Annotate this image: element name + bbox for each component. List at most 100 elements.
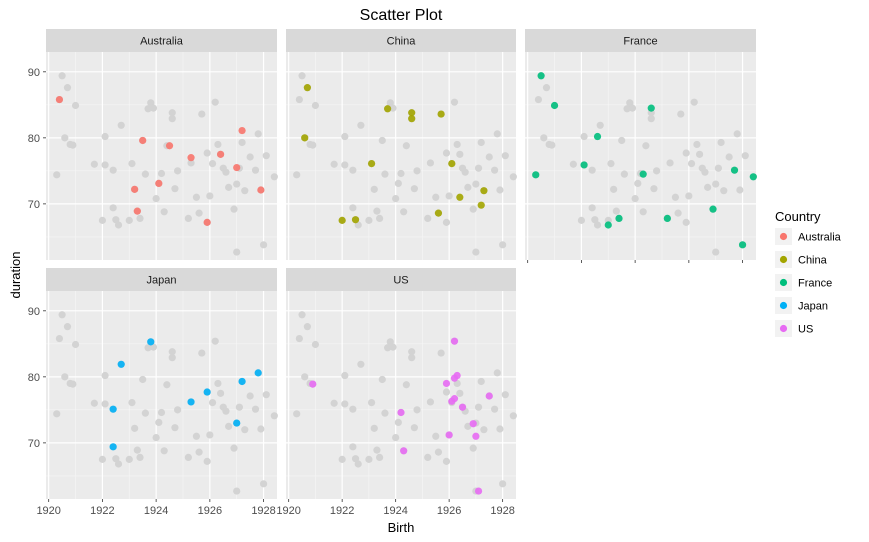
background-point — [677, 110, 685, 118]
data-point-china — [437, 110, 445, 118]
background-point — [98, 455, 107, 463]
legend-swatch — [779, 324, 788, 333]
data-point-australia — [257, 186, 265, 194]
data-point-france — [604, 221, 612, 229]
facet-panel-us: US 1920 1922 1924 1926 1928 — [276, 268, 517, 517]
data-point-france — [580, 161, 588, 169]
background-point — [230, 205, 238, 213]
background-point — [593, 221, 602, 229]
data-point-australia — [139, 136, 147, 145]
panel-background — [46, 52, 277, 260]
background-point — [477, 138, 485, 147]
background-point — [618, 136, 626, 145]
background-point — [208, 159, 217, 168]
background-point — [349, 204, 357, 212]
background-point — [682, 218, 690, 226]
data-point-us — [445, 431, 453, 439]
background-point — [499, 480, 507, 488]
data-point-france — [550, 101, 559, 110]
background-point — [174, 167, 182, 175]
data-point-us — [309, 380, 317, 388]
background-point — [230, 444, 238, 452]
background-point — [117, 121, 125, 129]
background-point — [370, 424, 378, 432]
background-point — [101, 371, 109, 380]
x-tick-label: 1920 — [276, 505, 300, 517]
background-point — [357, 360, 365, 368]
background-point — [456, 389, 464, 397]
background-point — [714, 164, 722, 172]
background-point — [376, 453, 384, 461]
background-point — [246, 153, 254, 161]
background-point — [378, 375, 386, 384]
background-point — [69, 141, 77, 149]
background-point — [136, 453, 144, 461]
background-point — [485, 153, 493, 161]
background-point — [55, 334, 64, 343]
background-point — [392, 433, 400, 442]
background-point — [225, 422, 233, 430]
data-point-us — [450, 395, 459, 403]
background-point — [474, 403, 483, 411]
background-point — [168, 354, 176, 362]
background-point — [501, 152, 509, 160]
background-point — [222, 407, 230, 415]
background-point — [206, 431, 214, 439]
legend-label: Japan — [798, 301, 828, 313]
data-point-france — [738, 241, 747, 249]
background-point — [480, 426, 488, 434]
background-point — [413, 406, 421, 414]
data-point-us — [485, 392, 493, 400]
data-point-china — [338, 216, 346, 224]
legend-label: Australia — [798, 232, 842, 244]
background-point — [704, 183, 712, 191]
background-point — [168, 348, 176, 356]
data-point-japan — [109, 443, 117, 451]
background-point — [456, 150, 464, 158]
background-point — [206, 192, 214, 200]
background-point — [410, 424, 418, 432]
background-point — [349, 405, 357, 413]
data-point-japan — [254, 369, 262, 377]
background-point — [109, 204, 117, 212]
panel-background — [525, 52, 756, 260]
background-point — [257, 425, 265, 433]
background-point — [733, 130, 741, 138]
background-point — [109, 166, 117, 174]
background-point — [367, 398, 376, 407]
background-point — [216, 389, 225, 397]
background-point — [634, 179, 642, 188]
data-point-france — [663, 214, 671, 222]
background-point — [442, 149, 451, 157]
background-point — [211, 337, 219, 345]
facet-strip-label: Australia — [140, 36, 184, 48]
background-point — [712, 248, 720, 256]
data-point-us — [397, 408, 405, 417]
background-point — [542, 84, 551, 92]
facet-panel-china: China — [286, 29, 517, 260]
background-point — [588, 166, 596, 174]
background-point — [208, 398, 217, 407]
background-point — [717, 138, 725, 147]
facet-panel-france: France — [525, 29, 757, 263]
background-point — [128, 159, 136, 168]
panel-background — [286, 291, 516, 499]
background-point — [408, 354, 416, 362]
background-point — [155, 418, 163, 427]
background-point — [432, 193, 440, 201]
background-point — [149, 104, 158, 112]
background-point — [370, 185, 378, 193]
background-point — [259, 241, 268, 249]
data-point-japan — [238, 377, 246, 386]
background-point — [349, 443, 357, 451]
background-point — [303, 323, 311, 331]
y-tick-label: 80 — [28, 133, 40, 145]
background-point — [262, 391, 270, 399]
background-point — [588, 204, 596, 212]
background-point — [187, 159, 195, 167]
x-axis-label: Birth — [388, 520, 415, 535]
background-point — [666, 159, 674, 167]
facet-strip-label: US — [393, 275, 408, 287]
background-point — [674, 209, 682, 217]
background-point — [184, 214, 192, 222]
